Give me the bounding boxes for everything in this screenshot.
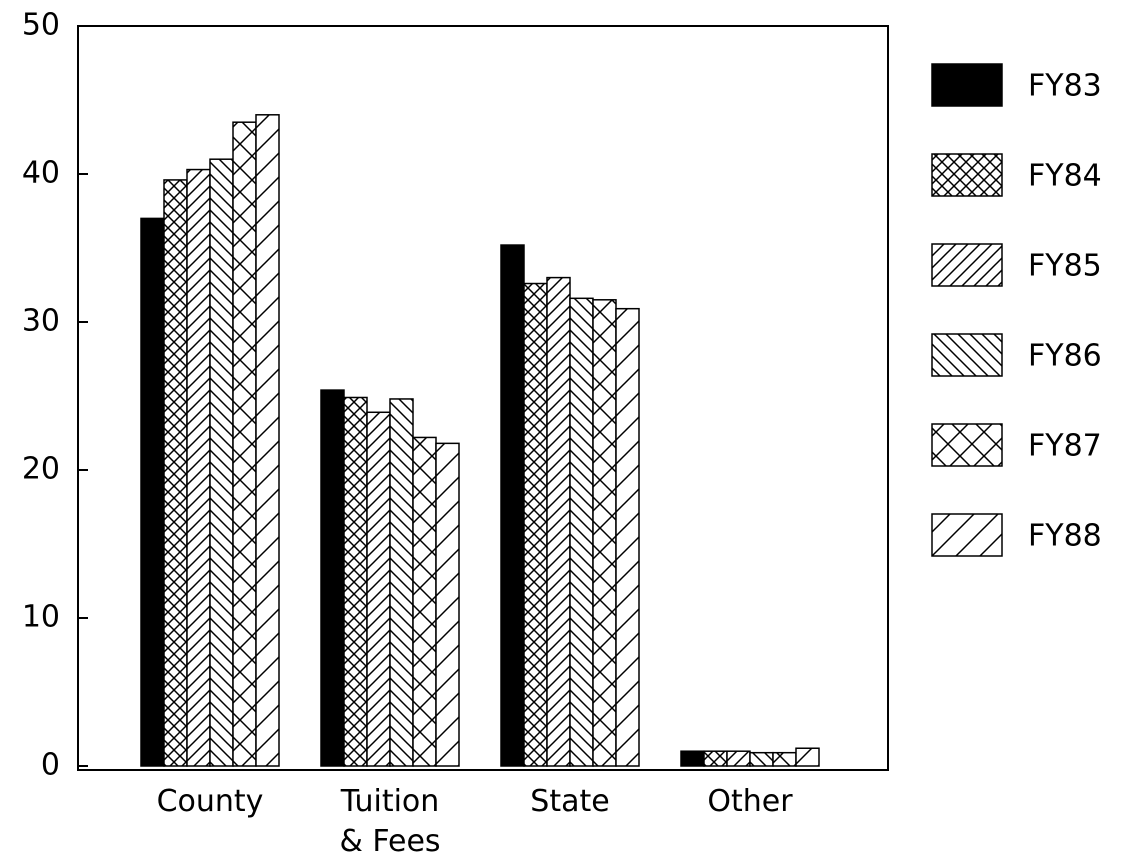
x-tick-label: Other bbox=[707, 784, 793, 819]
legend-label: FY85 bbox=[1028, 249, 1102, 284]
x-tick-label: State bbox=[530, 784, 610, 819]
bar bbox=[343, 396, 368, 767]
bar bbox=[772, 751, 797, 767]
bar bbox=[569, 297, 594, 767]
bar bbox=[523, 282, 548, 767]
bar bbox=[726, 750, 751, 767]
y-tick-label: 30 bbox=[22, 304, 60, 339]
bar bbox=[435, 442, 460, 767]
y-tick-label: 10 bbox=[22, 600, 60, 635]
legend-swatch bbox=[931, 243, 1003, 287]
y-tick-label: 50 bbox=[22, 8, 60, 43]
bar bbox=[749, 751, 774, 767]
bar bbox=[140, 217, 165, 767]
x-tick-label: Tuition & Fees bbox=[339, 784, 441, 859]
bar bbox=[500, 244, 525, 767]
bar bbox=[680, 750, 705, 767]
legend-label: FY83 bbox=[1028, 69, 1102, 104]
y-tick-label: 40 bbox=[22, 156, 60, 191]
legend-swatch bbox=[931, 513, 1003, 557]
legend-label: FY88 bbox=[1028, 519, 1102, 554]
legend-swatch bbox=[931, 333, 1003, 377]
y-tick-label: 0 bbox=[41, 748, 60, 783]
bar bbox=[255, 114, 280, 767]
legend-label: FY87 bbox=[1028, 429, 1102, 464]
bar bbox=[592, 299, 617, 767]
bar bbox=[186, 168, 211, 767]
bar bbox=[232, 121, 257, 767]
legend-swatch bbox=[931, 153, 1003, 197]
x-tick-label: County bbox=[156, 784, 264, 819]
bar bbox=[389, 398, 414, 767]
bar bbox=[795, 747, 820, 767]
legend-label: FY84 bbox=[1028, 159, 1102, 194]
legend-swatch bbox=[931, 423, 1003, 467]
plot-frame bbox=[77, 25, 889, 771]
bar bbox=[412, 436, 437, 767]
bar bbox=[546, 276, 571, 767]
bar bbox=[320, 389, 345, 767]
y-tick-label: 20 bbox=[22, 452, 60, 487]
bar bbox=[163, 179, 188, 767]
legend-label: FY86 bbox=[1028, 339, 1102, 374]
bar bbox=[209, 158, 234, 767]
bar bbox=[703, 750, 728, 767]
legend-swatch bbox=[931, 63, 1003, 107]
bar bbox=[615, 307, 640, 767]
bar bbox=[366, 411, 391, 767]
